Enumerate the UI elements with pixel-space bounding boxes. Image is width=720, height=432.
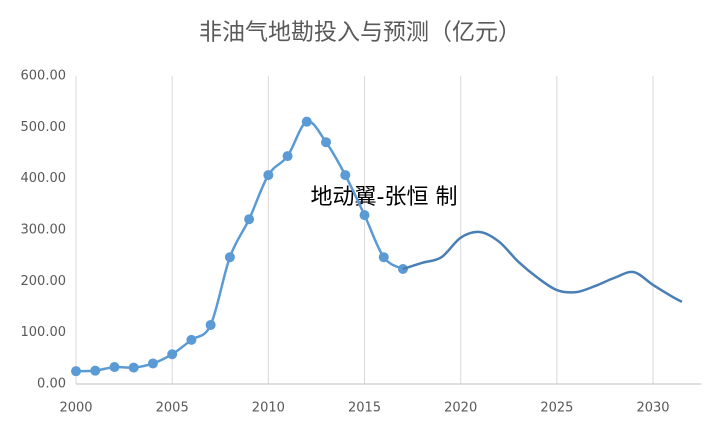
x-tick-label: 2020 [444,401,477,416]
marker [301,116,312,127]
marker [340,170,351,181]
marker [263,170,274,181]
marker [244,214,255,225]
x-tick-label: 2015 [348,401,381,416]
x-tick-label: 2000 [59,401,92,416]
x-tick-label: 2005 [156,401,189,416]
marker [90,365,101,376]
y-tick-label: 500.00 [21,120,67,135]
marker [186,334,197,345]
y-tick-label: 0.00 [37,377,66,392]
y-tick-label: 300.00 [21,223,67,238]
y-tick-label: 100.00 [21,325,67,340]
marker [282,151,293,162]
marker [167,349,178,360]
x-tick-label: 2025 [540,401,573,416]
y-tick-label: 600.00 [21,69,67,84]
y-tick-label: 400.00 [21,171,67,186]
marker [71,366,81,377]
x-tick-label: 2010 [252,401,285,416]
marker [359,210,370,221]
marker [321,137,332,148]
line [402,230,683,303]
y-tick-label: 200.00 [21,274,67,289]
x-tick-label: 2030 [636,401,669,416]
marker [378,252,389,263]
marker [147,358,158,369]
marker [224,252,235,263]
chart-title: 非油气地勘投入与预测（亿元） [199,20,521,46]
annotation: 地动翼-张恒 制 [311,185,458,210]
marker [109,362,120,373]
line [75,120,404,373]
marker [205,319,216,330]
marker [128,362,139,373]
